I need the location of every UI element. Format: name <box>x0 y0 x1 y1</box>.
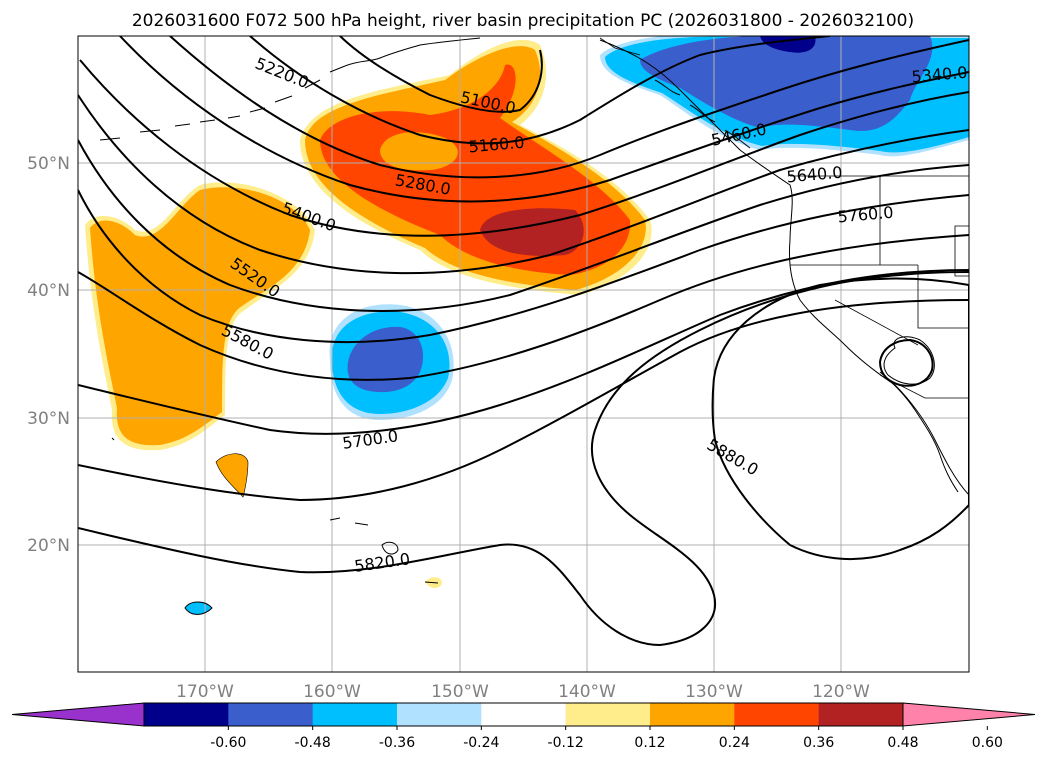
colorbar-segment <box>734 703 820 726</box>
contour-5520 <box>78 189 969 344</box>
map-content: 5220.0 5100.0 5160.0 5280.0 5400.0 5520.… <box>78 36 969 672</box>
colorbar-tick-label: 0.36 <box>803 735 834 751</box>
fill-ne-neg-036 <box>640 36 933 131</box>
contour-5340 <box>79 59 969 237</box>
fill-west-pos-036 <box>90 187 310 446</box>
contour-5760 <box>78 271 969 647</box>
colorbar-frame <box>143 702 904 727</box>
colorbar-tick-label: -0.24 <box>463 735 499 751</box>
colorbar-segment <box>144 703 229 726</box>
map-frame <box>77 35 970 673</box>
contour-5640 <box>78 269 969 435</box>
latitude-labels: 50°N 40°N 30°N 20°N <box>27 154 70 556</box>
contour-5100 <box>339 36 543 113</box>
colorbar-tick-label: -0.12 <box>548 735 584 751</box>
colorbar-segment <box>650 703 735 726</box>
contour-5160 <box>249 36 831 145</box>
contour-label-5160: 5160.0 <box>468 133 525 157</box>
colorbar-segment <box>228 703 314 726</box>
longitude-labels: 170°W 160°W 150°W 140°W 130°W 120°W <box>176 682 870 702</box>
colorbar-tick-label: -0.36 <box>379 735 415 751</box>
coast-baja <box>879 371 959 493</box>
gulf-california <box>883 336 935 385</box>
lon-label-170w: 170°W <box>176 682 234 702</box>
precip-fill-layer <box>85 36 969 615</box>
lat-label-50n: 50°N <box>27 154 70 174</box>
lat-label-20n: 20°N <box>27 536 70 556</box>
lon-label-140w: 140°W <box>558 682 616 702</box>
contour-label-5760: 5760.0 <box>837 203 894 227</box>
colorbar-tick-label: -0.48 <box>295 735 331 751</box>
contour-closed-baja <box>878 338 934 387</box>
hawaii-islands <box>329 517 439 584</box>
colorbar: -0.60 -0.48 -0.36 -0.24 -0.12 0.12 0.24 0.36 0.4… <box>11 702 1036 751</box>
border-us-states <box>790 176 969 346</box>
lon-label-160w: 160°W <box>303 682 361 702</box>
lat-label-30n: 30°N <box>27 409 70 429</box>
colorbar-segment <box>397 703 482 726</box>
coast-bc-islands <box>654 79 751 149</box>
colorbar-segment <box>818 703 904 726</box>
colorbar-extend-min <box>11 702 145 727</box>
fill-central-neg-036 <box>347 326 424 393</box>
lon-label-150w: 150°W <box>431 682 489 702</box>
contour-label-5640: 5640.0 <box>786 163 843 187</box>
lon-label-130w: 130°W <box>685 682 743 702</box>
contour-5400 <box>78 94 969 275</box>
contour-5280 <box>119 36 969 203</box>
contour-5880 <box>711 277 969 560</box>
colorbar-extend-max <box>902 702 1036 727</box>
colorbar-segment <box>481 703 567 726</box>
colorbar-segment <box>312 703 398 726</box>
contour-5220 <box>169 36 969 179</box>
coastlines <box>99 37 969 615</box>
small-island <box>111 437 213 615</box>
coast-alaska <box>344 37 481 67</box>
contour-5580 <box>78 234 969 381</box>
colorbar-tick-label: -0.60 <box>210 735 246 751</box>
figure-title: 2026031600 F072 500 hPa height, river ba… <box>132 11 914 31</box>
fill-band-pos-060 <box>380 132 458 171</box>
fill-ne-neg-048 <box>760 36 816 53</box>
colorbar-tick-label: 0.60 <box>972 735 1003 751</box>
lat-label-40n: 40°N <box>27 281 70 301</box>
map-panel: 5220.0 5100.0 5160.0 5280.0 5400.0 5520.… <box>77 35 970 673</box>
fill-island-pos <box>215 453 249 498</box>
borders <box>599 37 969 399</box>
contour-label-5340: 5340.0 <box>911 63 968 87</box>
colorbar-tick-label: 0.12 <box>634 735 665 751</box>
border-alaska-canada <box>599 37 641 56</box>
height-contours <box>78 36 969 647</box>
lon-label-120w: 120°W <box>812 682 870 702</box>
colorbar-segment <box>565 703 651 726</box>
coast-north-america <box>599 39 969 496</box>
contour-5460 <box>78 139 969 312</box>
colorbar-tick-label: 0.24 <box>719 735 750 751</box>
contour-5700 <box>78 299 969 502</box>
colorbar-tick-label: 0.48 <box>887 735 918 751</box>
